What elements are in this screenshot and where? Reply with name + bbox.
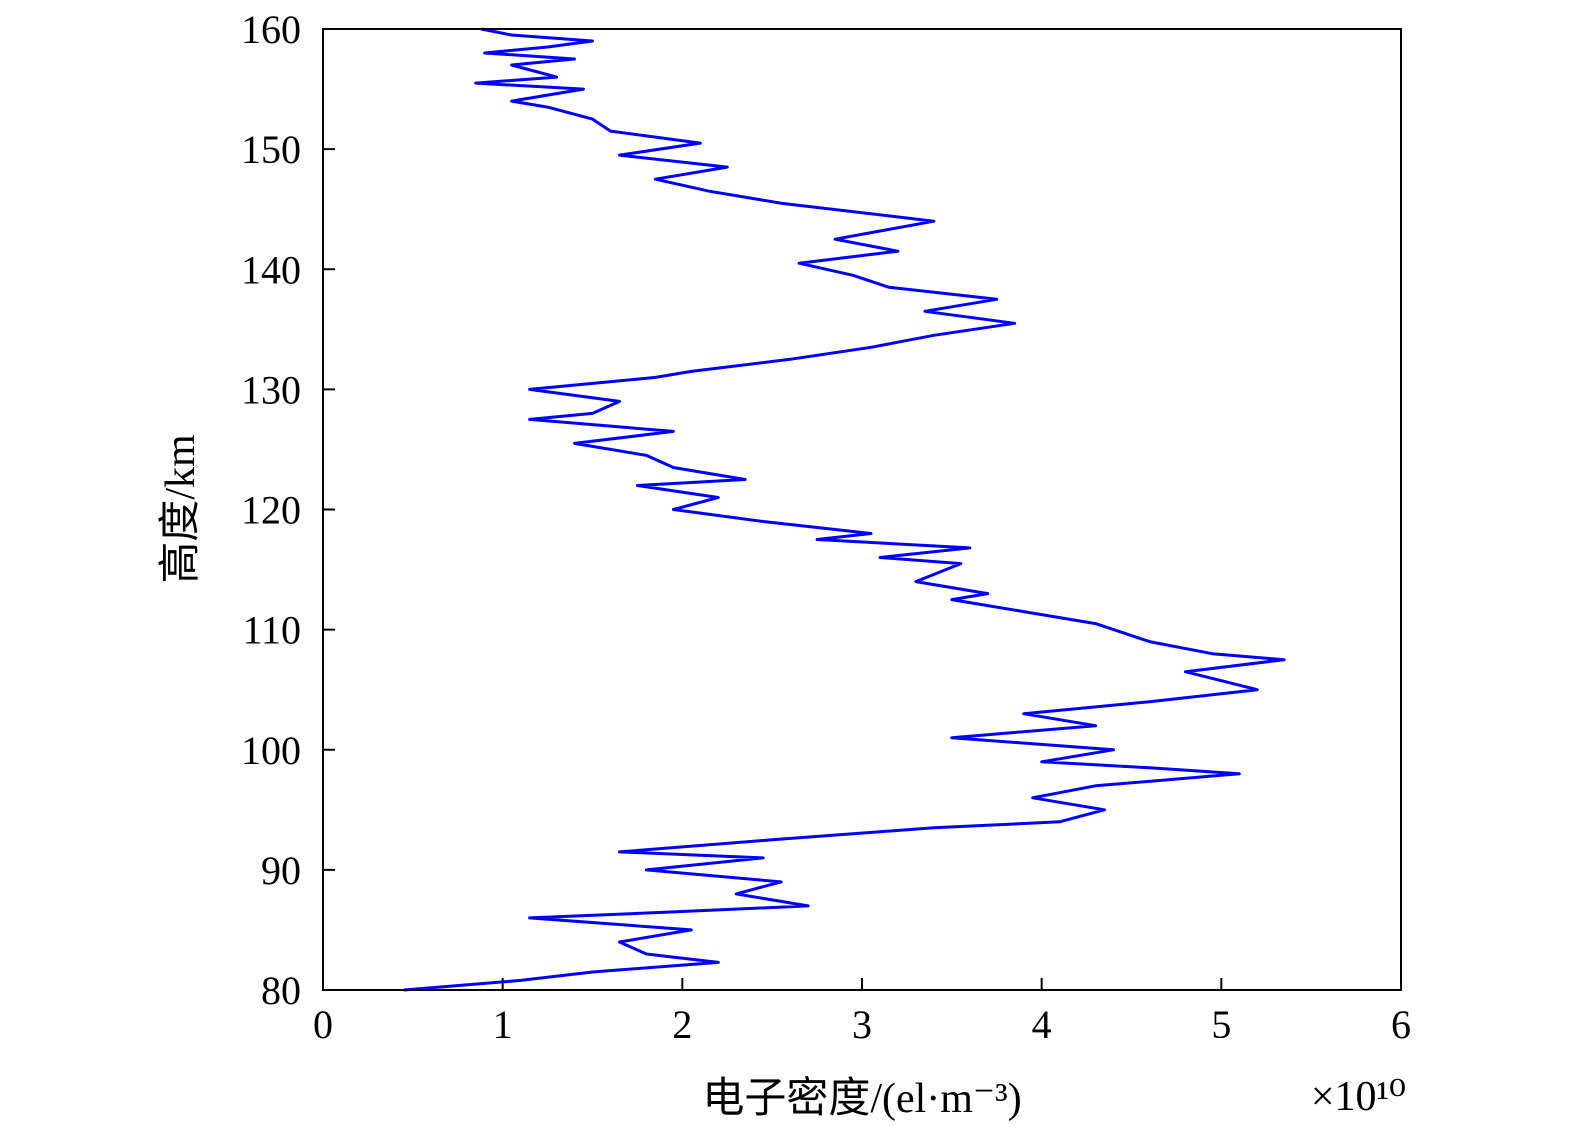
axis-ticks [322,28,1402,991]
x-tick-label: 5 [1211,1002,1231,1047]
y-axis-label: 高度/km [158,434,204,584]
series-line-0 [403,27,1286,992]
x-tick-label: 3 [852,1002,872,1047]
x-axis-label: 电子密度/(el·m⁻³) [702,1075,1021,1122]
y-tick-label: 80 [261,968,301,1013]
x-tick-label: 6 [1391,1002,1411,1047]
x-tick-label: 0 [313,1002,333,1047]
y-tick-label: 120 [241,488,301,533]
y-tick-label: 130 [241,367,301,412]
y-tick-label: 100 [241,728,301,773]
plot-frame [322,28,1402,991]
y-tick-labels: 80 90 100 110 120 130 140 150 160 [241,7,301,1013]
x-tick-labels: 0 1 2 3 4 5 6 [313,1002,1411,1047]
y-tick-label: 160 [241,7,301,52]
y-tick-label: 90 [261,848,301,893]
x-tick-label: 4 [1032,1002,1052,1047]
plot-series [403,27,1286,992]
x-scale-multiplier: ×10¹⁰ [1311,1074,1406,1120]
y-tick-label: 150 [241,127,301,172]
x-tick-label: 2 [672,1002,692,1047]
x-tick-label: 1 [493,1002,513,1047]
y-tick-label: 110 [242,608,301,653]
y-tick-label: 140 [241,247,301,292]
